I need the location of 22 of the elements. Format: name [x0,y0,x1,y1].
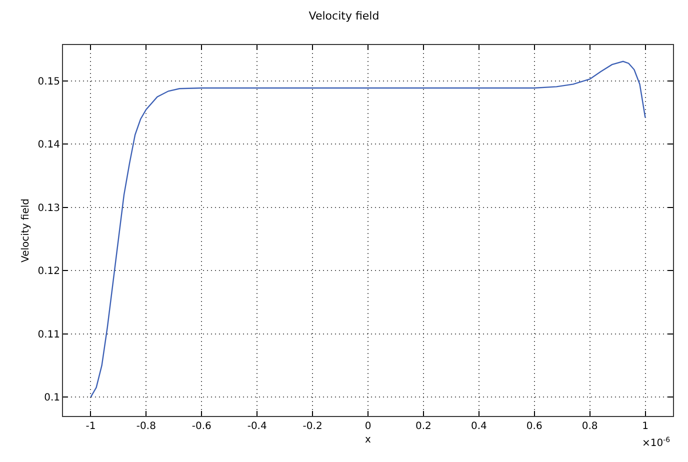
chart-title: Velocity field [308,9,380,22]
x-tick-label: 0.4 [470,421,487,432]
y-tick-label: 0.15 [38,76,60,88]
y-axis-title: Velocity field [20,198,32,262]
x-axis-title: x [365,434,372,446]
y-tick-label: 0.13 [38,202,60,214]
x-tick-label: 0.2 [415,421,432,432]
y-tick-label: 0.14 [38,140,60,151]
x-tick-label: 1 [642,421,648,432]
x-tick-label: -0.6 [192,421,212,432]
y-tick-label: 0.12 [38,266,60,278]
x-tick-label: 0.6 [526,421,542,432]
x-tick-label: -1 [86,421,96,432]
y-tick-label: 0.1 [44,392,60,404]
x-tick-label: -0.4 [247,421,267,432]
x-tick-label: -0.2 [302,421,322,432]
y-tick-label: 0.11 [38,329,60,340]
x-tick-label: -0.8 [136,421,156,432]
x-tick-label: 0 [364,421,372,432]
x-tick-label: 0.8 [582,421,598,432]
line-series [90,60,646,398]
text: ×10$^{-6}$ [642,436,671,450]
